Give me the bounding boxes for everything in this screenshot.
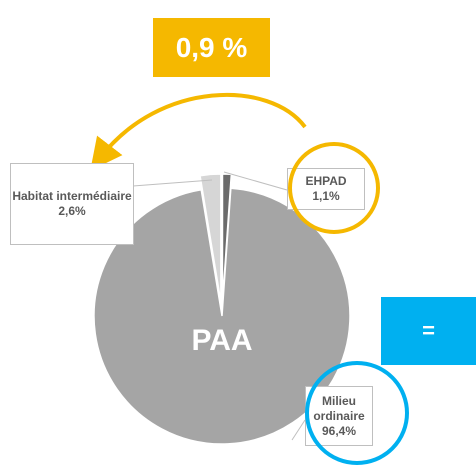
arrow	[90, 93, 307, 171]
data-label: EHPAD 1,1%	[287, 168, 365, 210]
annotation-box: 0,9 %	[153, 18, 270, 77]
data-label: Habitat intermédiaire 2,6%	[10, 163, 134, 245]
pie-slice	[199, 173, 222, 303]
leader-line	[132, 179, 213, 187]
pie-slice	[93, 187, 351, 445]
data-label: Milieu ordinaire 96,4%	[305, 386, 373, 446]
value-label: 2,6%	[58, 204, 86, 218]
value-label: 96,4%	[321, 423, 357, 438]
leader-line	[291, 419, 306, 441]
category-label: EHPAD	[305, 174, 347, 188]
category-label: Milieu ordinaire	[313, 393, 365, 423]
category-label: Habitat intermédiaire	[12, 189, 132, 203]
annotation-box: =	[381, 297, 476, 365]
leader-line	[223, 171, 288, 191]
center-label: PAA	[191, 324, 252, 357]
value-label: 1,1%	[312, 189, 340, 203]
